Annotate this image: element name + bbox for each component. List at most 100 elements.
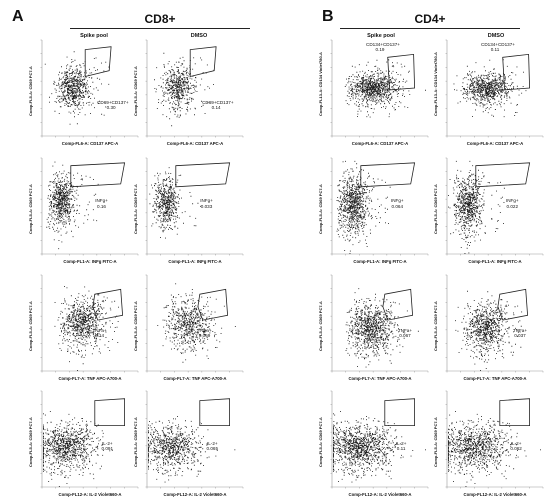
- panel-a-col-dmso: DMSO: [190, 33, 208, 39]
- x-axis-label: Comp-FL6-A: CD137 APC-A: [351, 141, 409, 146]
- y-axis-label: Comp-FL5-A: CD69 PC7-A: [433, 417, 438, 467]
- panel-b-col-dmso: DMSO: [487, 33, 505, 39]
- gate-percentage: 0.062: [510, 446, 522, 452]
- panel-a-col-spike: Spike pool: [80, 33, 108, 39]
- gate-percentage: 0.064: [391, 203, 404, 209]
- gate-polygon: [92, 288, 124, 321]
- flow-plot-canvas: [330, 39, 429, 138]
- gate-label: TNFa+ 0.067: [391, 328, 419, 339]
- y-axis-label: Comp-FL5-A: CD69 PC7-A: [318, 184, 323, 234]
- x-axis-label: Comp-FL7-A: TNF APC-A700-A: [58, 376, 122, 381]
- x-axis-label: Comp-FL6-A: CD137 APC-A: [166, 141, 224, 146]
- gate-label: TNFa+ 0.059: [191, 328, 219, 339]
- panel-a-title: CD8+: [144, 12, 176, 26]
- x-axis-label: Comp-FL12-A: IL-2 Violet660-A: [348, 492, 412, 497]
- gate-name: INFg+: [95, 198, 108, 204]
- event-scatter: [455, 290, 523, 371]
- gate-percentage: 0.19: [375, 47, 385, 53]
- panel-a-letter: A: [12, 8, 24, 25]
- gate-label: IL-2+ 0.091: [93, 441, 121, 452]
- y-axis-label: Comp-FL5-A: CD69 PC7-A: [133, 184, 138, 234]
- event-scatter: [149, 167, 201, 239]
- gate-polygon: [175, 162, 231, 188]
- gate-percentage: 0.091: [101, 446, 114, 452]
- flow-plot-b2s: INFg+ 0.064 Comp-FL5-A: CD69 PC7-A Comp-FL1…: [318, 157, 429, 264]
- event-scatter: [154, 52, 215, 127]
- event-scatter: [344, 59, 426, 118]
- y-axis-label: Comp-FL5-A: CD69 PC7-A: [318, 417, 323, 467]
- x-axis-label: Comp-FL1-A: INFg FITC-A: [168, 259, 222, 264]
- flow-plot-b2d: INFg+ 0.022 Comp-FL5-A: CD69 PC7-A Comp-FL1…: [433, 157, 544, 264]
- gate-percentage: 0.14: [95, 333, 105, 339]
- panel-b-title-rule: [340, 28, 520, 29]
- flow-plot-a2d: INFg+ 0.033 Comp-FL5-A: CD69 PC7-A Comp-FL1…: [133, 157, 244, 264]
- event-scatter: [448, 411, 541, 487]
- event-scatter: [336, 160, 391, 254]
- gate-label: INFg+ 0.064: [383, 198, 411, 209]
- x-axis-label: Comp-FL7-A: TNF APC-A700-A: [163, 376, 227, 381]
- gate-polygon: [382, 288, 414, 321]
- event-scatter: [46, 161, 99, 250]
- gate-name: INFg+: [200, 198, 213, 204]
- gate-percentage: 0.022: [506, 203, 519, 209]
- flow-plot-canvas: [40, 39, 139, 138]
- flow-plot-canvas: [145, 390, 244, 489]
- gate-polygon: [189, 46, 217, 78]
- event-scatter: [448, 160, 505, 254]
- flow-plot-a2s: INFg+ 0.16 Comp-FL5-A: CD69 PC7-A Comp-FL1-…: [28, 157, 139, 264]
- y-axis-label: Comp-FL13-A: CD134 Violet780-A: [318, 52, 323, 116]
- gate-percentage: 0.11: [490, 47, 500, 53]
- event-scatter: [43, 411, 113, 487]
- gate-polygon: [94, 398, 125, 426]
- event-scatter: [453, 59, 527, 118]
- gate-name: IL-2+: [510, 440, 522, 446]
- flow-plot-canvas: [145, 39, 244, 138]
- y-axis-label: Comp-FL5-A: CD69 PC7-A: [28, 301, 33, 351]
- y-axis-label: Comp-FL5-A: CD69 PC7-A: [28, 66, 33, 116]
- x-axis-label: Comp-FL1-A: INFg FITC-A: [468, 259, 522, 264]
- gate-name: IL-2+: [101, 440, 113, 446]
- flow-plot-a1s: CD69+CD137+ 0.30 Comp-FL5-A: CD69 PC7-A Com…: [28, 39, 139, 146]
- gate-name: INFg+: [505, 198, 519, 204]
- gate-name: IL-2+: [206, 440, 218, 446]
- gate-label: IL-2+ 0.062: [502, 441, 530, 452]
- panel-a-title-rule: [70, 28, 250, 29]
- gate-percentage: 0.065: [206, 446, 219, 452]
- gate-name: CD134+CD137+: [366, 41, 400, 47]
- flow-plot-canvas: [145, 157, 244, 256]
- gate-polygon: [502, 53, 531, 91]
- gate-label: INFg+ 0.16: [88, 198, 116, 209]
- flow-plot-canvas: [330, 157, 429, 256]
- y-axis-label: Comp-FL5-A: CD69 PC7-A: [318, 301, 323, 351]
- x-axis-label: Comp-FL6-A: CD137 APC-A: [61, 141, 119, 146]
- panel-b-col-spike: Spike pool: [367, 33, 395, 39]
- flow-plot-b1s: CD134+CD137+ 0.19 Comp-FL13-A: CD134 Viole…: [318, 39, 429, 146]
- event-scatter: [157, 283, 236, 363]
- gate-label: CD134+CD137+ 0.19: [366, 41, 400, 53]
- flow-plot-a3d: TNFa+ 0.059 Comp-FL5-A: CD69 PC7-A Comp-FL7…: [133, 274, 244, 381]
- gate-label: INFg+ 0.022: [498, 198, 526, 209]
- gate-percentage: 0.14: [211, 104, 221, 110]
- flow-plot-b3d: TNFa+ 0.037 Comp-FL5-A: CD69 PC7-A Comp-FL7…: [433, 274, 544, 381]
- gate-polygon: [84, 46, 112, 78]
- x-axis-label: Comp-FL7-A: TNF APC-A700-A: [463, 376, 527, 381]
- flow-plot-canvas: [330, 274, 429, 373]
- x-axis-label: Comp-FL12-A: IL-2 Violet660-A: [463, 492, 527, 497]
- flow-plot-canvas: [445, 390, 544, 489]
- x-axis-label: Comp-FL1-A: INFg FITC-A: [353, 259, 407, 264]
- event-scatter: [345, 288, 419, 368]
- gate-percentage: 0.11: [396, 446, 406, 452]
- y-axis-label: Comp-FL5-A: CD69 PC7-A: [433, 184, 438, 234]
- gate-name: INFg+: [390, 198, 404, 204]
- flow-plot-b4d: IL-2+ 0.062 Comp-FL5-A: CD69 PC7-A Comp-FL1…: [433, 390, 544, 497]
- gate-name: TNFa+: [92, 327, 107, 333]
- y-axis-label: Comp-FL5-A: CD69 PC7-A: [133, 301, 138, 351]
- flow-plot-canvas: [445, 274, 544, 373]
- event-scatter: [333, 411, 426, 483]
- gate-label: CD134+CD137+ 0.11: [481, 42, 515, 53]
- x-axis-label: Comp-FL1-A: INFg FITC-A: [63, 259, 117, 264]
- gate-percentage: 0.16: [97, 203, 106, 209]
- x-axis-label: Comp-FL12-A: IL-2 Violet660-A: [58, 492, 122, 497]
- gate-polygon: [70, 162, 126, 188]
- flow-plot-a3s: TNFa+ 0.14 Comp-FL5-A: CD69 PC7-A Comp-FL7-…: [28, 274, 139, 381]
